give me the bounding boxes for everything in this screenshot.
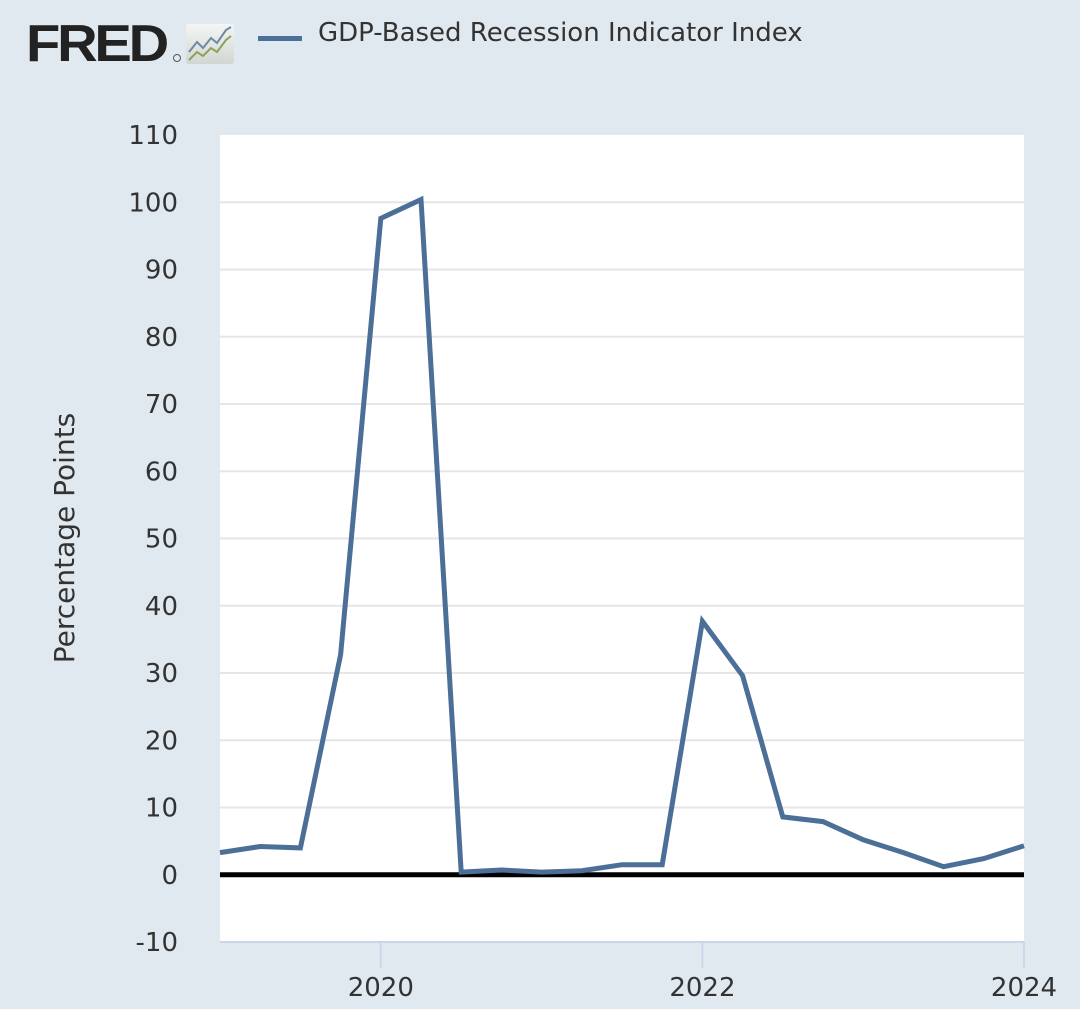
data-point[interactable] — [740, 673, 745, 678]
data-point[interactable] — [218, 850, 223, 855]
y-tick-label: 30 — [145, 659, 178, 689]
y-tick-label: 20 — [145, 726, 178, 756]
y-tick-label: 70 — [145, 390, 178, 420]
y-tick-label: 60 — [145, 457, 178, 487]
x-tick-label: 2020 — [348, 973, 414, 1003]
data-point[interactable] — [499, 868, 504, 873]
data-point[interactable] — [821, 819, 826, 824]
data-point[interactable] — [620, 862, 625, 867]
legend-swatch — [258, 36, 302, 41]
y-tick-label: 90 — [145, 256, 178, 286]
data-point[interactable] — [258, 844, 263, 849]
chart-header: FRED GDP-Based Recession Indicator Index — [0, 0, 1080, 90]
y-tick-label: 10 — [145, 794, 178, 824]
data-point[interactable] — [459, 870, 464, 875]
y-tick-label: 110 — [128, 121, 178, 151]
y-tick-label: -10 — [136, 928, 178, 958]
data-point[interactable] — [941, 864, 946, 869]
y-axis: -10 0 10 20 30 40 50 60 70 80 90 100 110 — [128, 121, 178, 958]
y-tick-label: 40 — [145, 592, 178, 622]
registered-mark — [173, 54, 181, 62]
data-point[interactable] — [338, 652, 343, 657]
grid-lines — [220, 201, 1024, 876]
data-point[interactable] — [981, 856, 986, 861]
data-point[interactable] — [901, 850, 906, 855]
y-tick-label: 100 — [128, 188, 178, 218]
data-point[interactable] — [861, 837, 866, 842]
x-axis: 2020 2022 2024 — [220, 941, 1057, 1003]
y-tick-label: 0 — [161, 861, 178, 891]
x-tick-label: 2024 — [991, 973, 1057, 1003]
data-point[interactable] — [1022, 843, 1027, 848]
fred-logo[interactable]: FRED — [26, 15, 169, 73]
data-point[interactable] — [660, 862, 665, 867]
legend-label[interactable]: GDP-Based Recession Indicator Index — [318, 18, 803, 48]
data-point[interactable] — [298, 845, 303, 850]
x-tick-label: 2022 — [669, 973, 735, 1003]
y-tick-label: 50 — [145, 525, 178, 555]
y-tick-label: 80 — [145, 323, 178, 353]
data-point[interactable] — [539, 870, 544, 875]
y-axis-label: Percentage Points — [48, 413, 81, 664]
line-chart-icon — [186, 24, 234, 64]
data-point[interactable] — [579, 868, 584, 873]
data-point[interactable] — [378, 216, 383, 221]
data-point[interactable] — [419, 197, 424, 202]
data-point[interactable] — [780, 814, 785, 819]
series-line[interactable] — [219, 195, 1025, 875]
data-point[interactable] — [700, 619, 705, 624]
